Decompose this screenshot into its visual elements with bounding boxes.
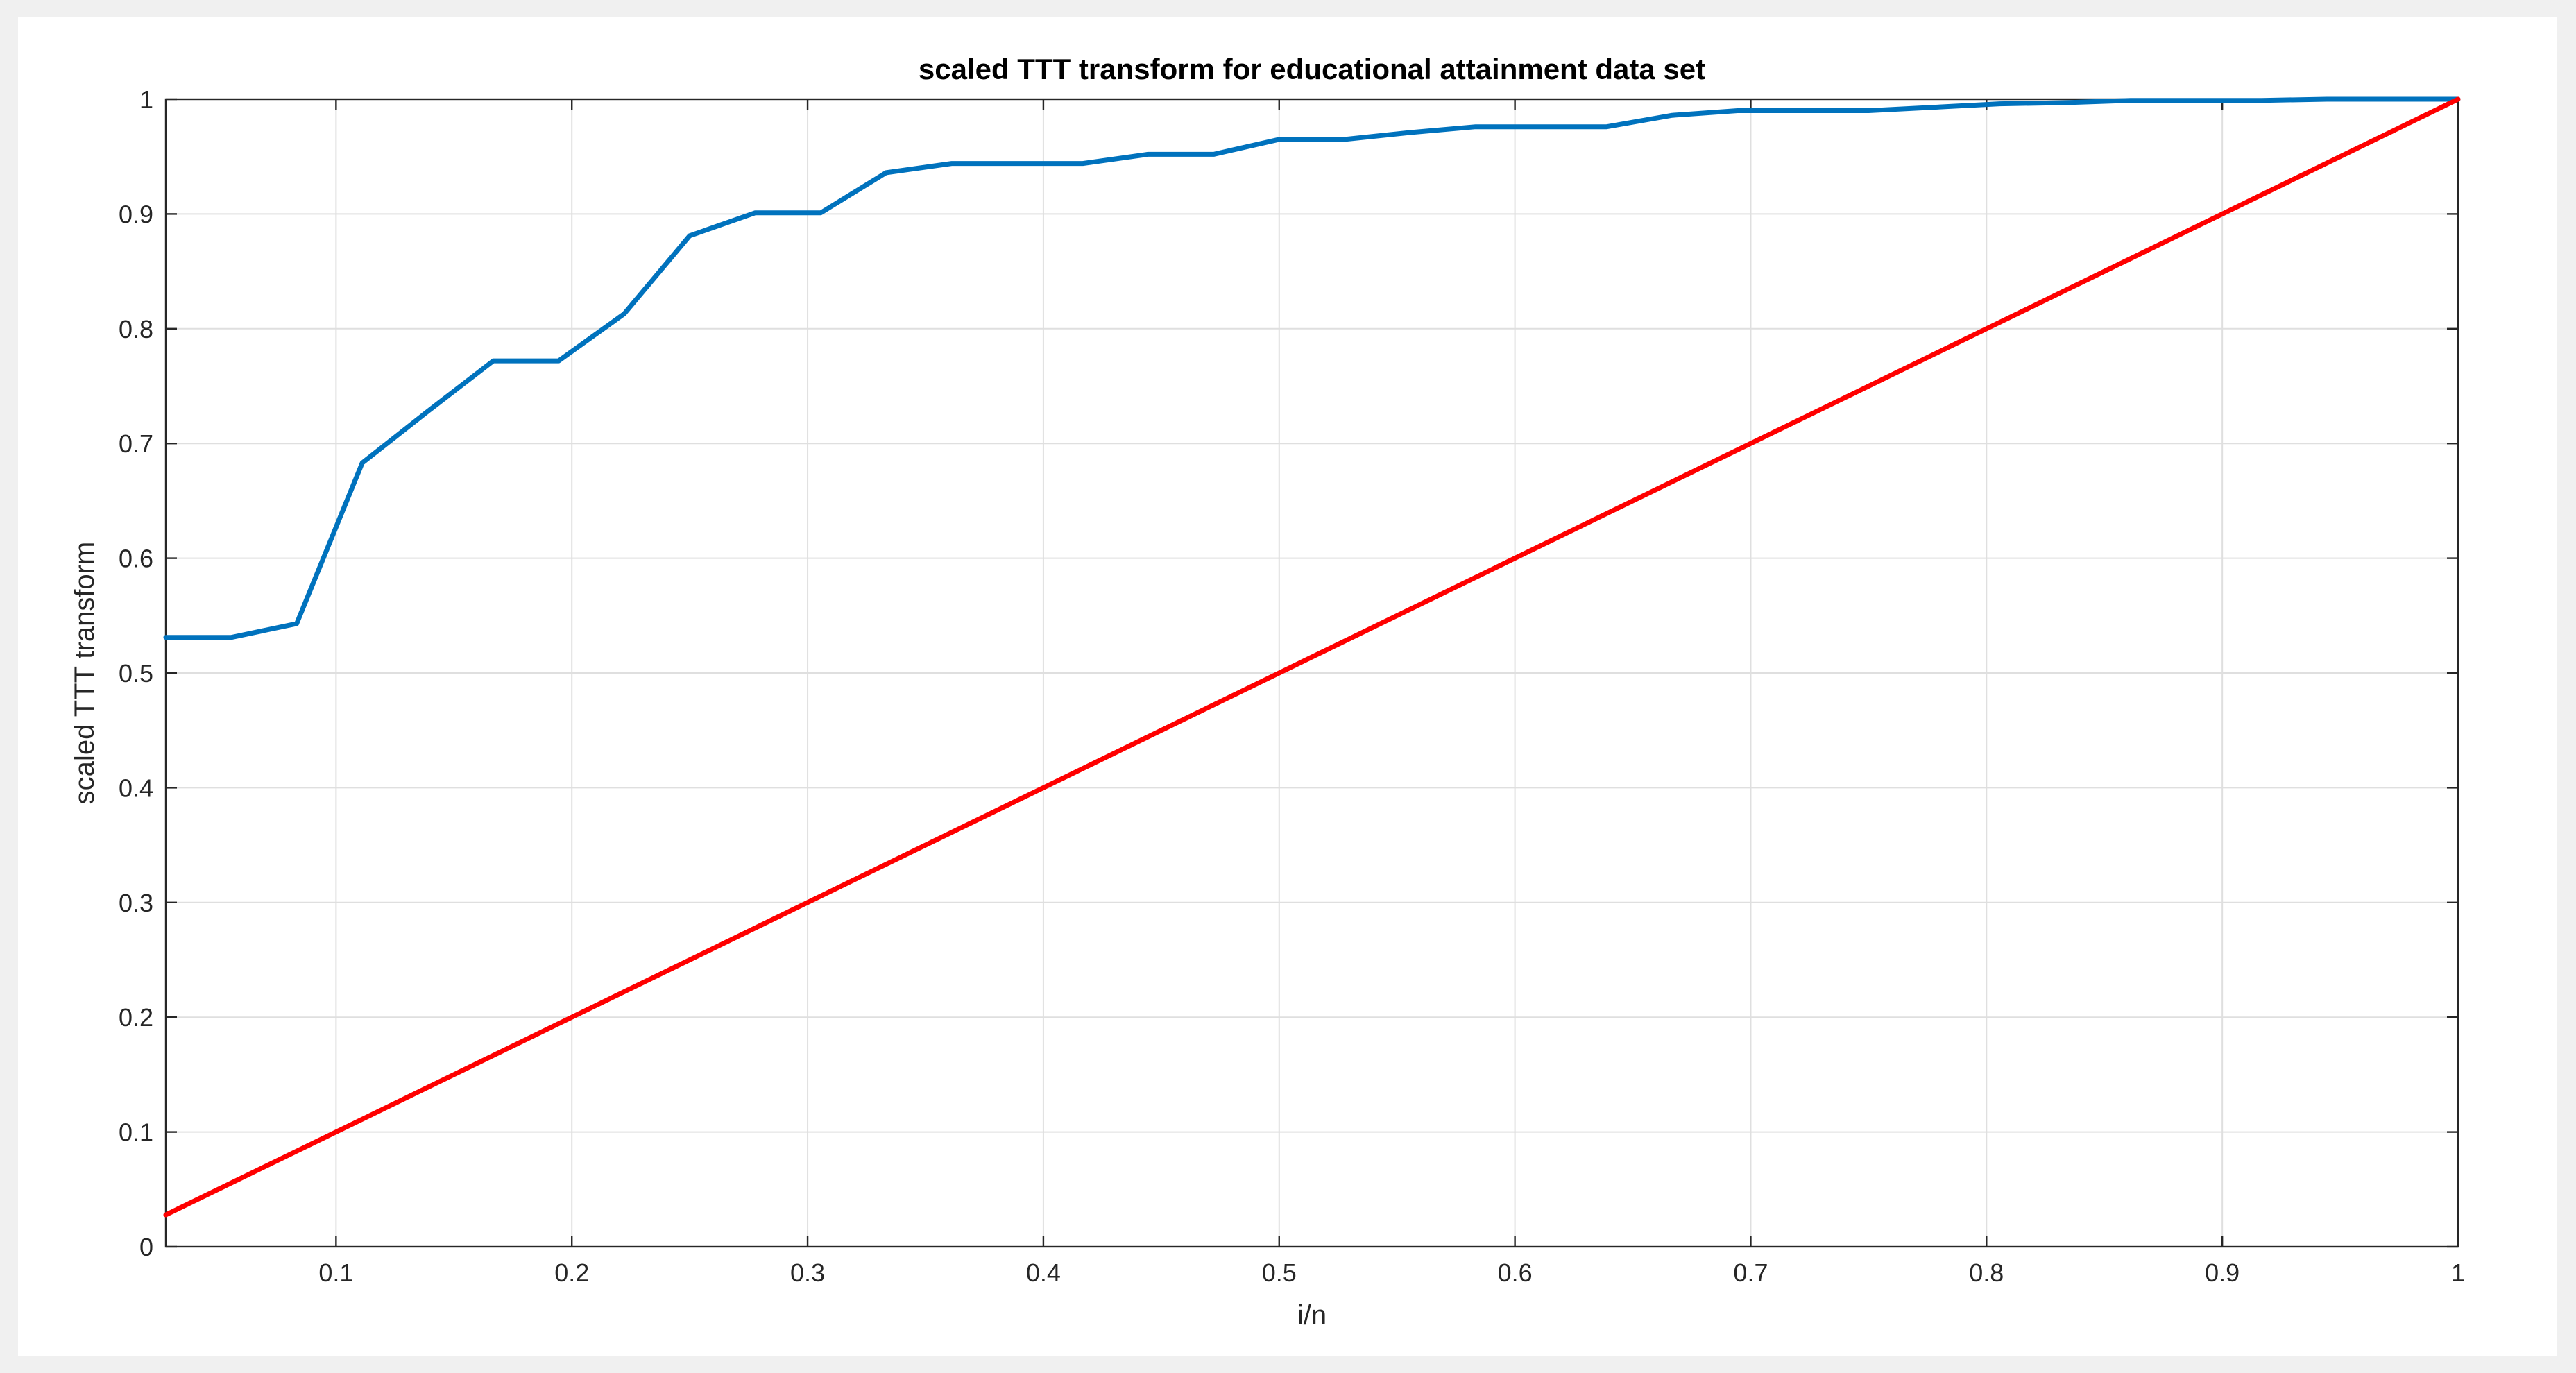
x-tick-label: 1	[2451, 1259, 2465, 1287]
y-tick-label: 0.9	[119, 200, 153, 228]
x-tick-label: 0.6	[1498, 1259, 1533, 1287]
y-tick-label: 0.1	[119, 1118, 153, 1147]
series-line-1	[163, 96, 2461, 640]
tick-labels: 0.1 0.2 0.3 0.4 0.5 0.6 0.7 0.8 0.9 1 0 0.1 0.2 0.3 0.…	[119, 85, 2465, 1287]
y-tick-label: 0.5	[119, 659, 153, 688]
y-tick-label: 0.3	[119, 889, 153, 917]
x-tick-label: 0.1	[318, 1259, 353, 1287]
x-axis-label: i/n	[1297, 1300, 1327, 1331]
series-line-2	[163, 96, 2461, 1218]
y-tick-label: 0.8	[119, 315, 153, 343]
x-tick-label: 0.7	[1733, 1259, 1768, 1287]
y-tick-label: 1	[139, 85, 153, 114]
figure-background	[18, 17, 2557, 1356]
x-tick-label: 0.2	[554, 1259, 589, 1287]
x-tick-label: 0.4	[1026, 1259, 1061, 1287]
x-tick-label: 0.8	[1969, 1259, 2004, 1287]
y-tick-label: 0.6	[119, 545, 153, 573]
x-tick-label: 0.9	[2205, 1259, 2240, 1287]
series-lines	[163, 96, 2461, 1218]
y-tick-label: 0.4	[119, 774, 153, 802]
y-tick-label: 0.2	[119, 1003, 153, 1032]
x-tick-label: 0.5	[1262, 1259, 1297, 1287]
y-tick-label: 0.7	[119, 429, 153, 458]
x-tick-label: 0.3	[790, 1259, 825, 1287]
y-tick-label: 0	[139, 1233, 153, 1261]
chart-title: scaled TTT transform for educational att…	[919, 53, 1705, 85]
y-axis-label: scaled TTT transform	[69, 542, 100, 805]
